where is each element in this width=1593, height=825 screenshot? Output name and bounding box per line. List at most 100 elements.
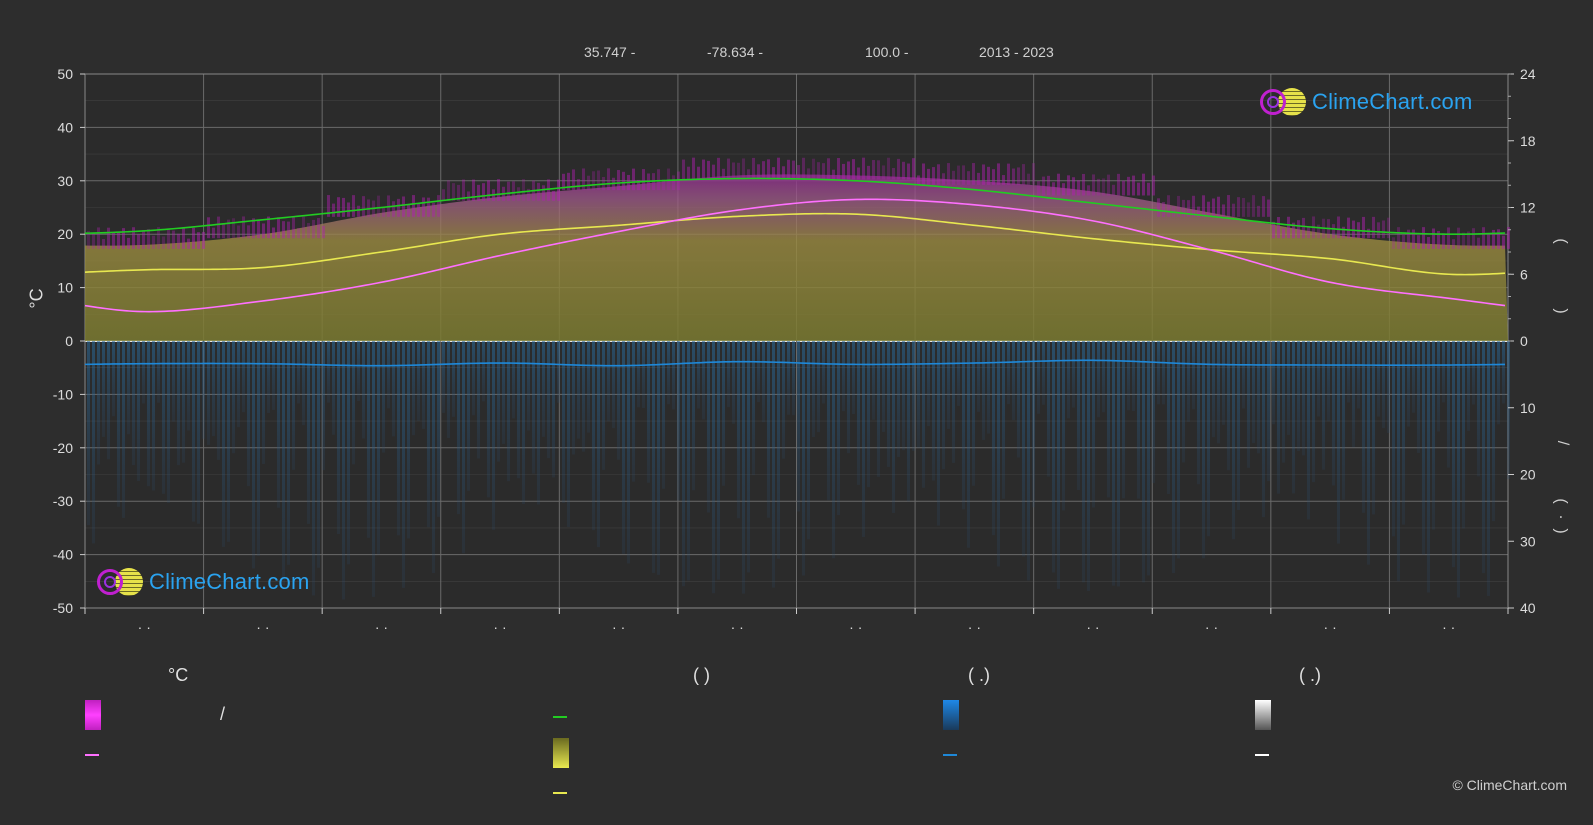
legend-temp-range-text: / xyxy=(220,704,226,724)
rain-bar xyxy=(222,341,225,547)
rain-bar xyxy=(1022,341,1025,557)
temp-max-bar xyxy=(427,197,430,217)
rain-bar xyxy=(1487,341,1490,596)
rain-bar xyxy=(1102,341,1105,413)
rain-bar xyxy=(172,341,175,422)
temp-max-bar xyxy=(1012,168,1015,185)
temp-max-bar xyxy=(462,179,465,201)
temp-max-bar xyxy=(347,202,350,217)
rain-bar xyxy=(237,341,240,428)
temp-max-bar xyxy=(802,157,805,180)
temp-max-bar xyxy=(867,165,870,180)
rain-bar xyxy=(1452,341,1455,568)
temp-max-bar xyxy=(1232,203,1235,217)
temp-max-bar xyxy=(1147,182,1150,196)
rain-bar xyxy=(1442,341,1445,403)
rain-bar xyxy=(1427,341,1430,593)
temp-max-bar xyxy=(1167,195,1170,217)
rain-bar xyxy=(1087,341,1090,591)
rain-bar xyxy=(127,341,130,435)
temp-max-bar xyxy=(1282,228,1285,239)
temp-max-bar xyxy=(1277,217,1280,239)
temp-max-bar xyxy=(1372,216,1375,239)
temp-max-bar xyxy=(607,168,610,191)
rain-bar xyxy=(297,341,300,404)
temp-max-bar xyxy=(182,227,185,249)
temp-max-bar xyxy=(577,179,580,191)
rain-bar xyxy=(1077,341,1080,491)
rain-bar xyxy=(372,341,375,597)
month-label: · · xyxy=(375,619,388,635)
rain-bar xyxy=(1417,341,1420,453)
rain-bar xyxy=(1152,341,1155,484)
legend-temp-range-swatch xyxy=(85,700,101,730)
rain-bar xyxy=(227,341,230,542)
rain-bar xyxy=(1392,341,1395,537)
temp-max-bar xyxy=(902,161,905,180)
temp-max-bar xyxy=(467,191,470,201)
rain-bar xyxy=(337,341,340,535)
logo-text: ClimeChart.com xyxy=(1312,89,1473,114)
temp-max-bar xyxy=(472,179,475,201)
temp-max-bar xyxy=(632,168,635,191)
climechart-logo-bottom[interactable]: ClimeChart.com xyxy=(97,568,310,596)
rain-bar xyxy=(717,341,720,580)
temp-max-bar xyxy=(1177,195,1180,217)
temp-max-bar xyxy=(752,157,755,180)
temp-max-bar xyxy=(1447,227,1450,249)
rain-bar xyxy=(932,341,935,481)
rain-bar xyxy=(202,341,205,439)
rain-bar xyxy=(667,341,670,405)
rain-bar xyxy=(192,341,195,522)
temp-max-bar xyxy=(922,163,925,185)
right-tick-label: 18 xyxy=(1520,133,1536,149)
temp-max-bar xyxy=(1222,204,1225,217)
rain-bar xyxy=(917,341,920,448)
rain-bar xyxy=(702,341,705,420)
temp-max-bar xyxy=(1497,229,1500,249)
rain-bar xyxy=(497,341,500,462)
rain-bar xyxy=(92,341,95,544)
rain-bar xyxy=(1497,341,1500,425)
month-label: · · xyxy=(968,619,981,635)
rain-bar xyxy=(1292,341,1295,494)
rain-bar xyxy=(1177,341,1180,559)
temp-max-bar xyxy=(162,236,165,249)
temp-max-bar xyxy=(282,221,285,239)
rain-bar xyxy=(1202,341,1205,559)
temp-max-bar xyxy=(1137,182,1140,196)
left-axis-title: °C xyxy=(26,288,47,309)
left-tick-label: -40 xyxy=(53,547,73,563)
left-tick-label: -10 xyxy=(53,386,73,402)
temp-max-bar xyxy=(97,227,100,249)
temp-max-bar xyxy=(987,166,990,185)
rain-bar xyxy=(967,341,970,548)
rain-bar xyxy=(1007,341,1010,405)
climechart-logo-top[interactable]: ClimeChart.com xyxy=(1260,88,1473,116)
temp-max-bar xyxy=(112,232,115,249)
temp-max-bar xyxy=(187,238,190,249)
rain-bar xyxy=(317,341,320,568)
month-label: · · xyxy=(1205,619,1218,635)
rain-bar xyxy=(722,341,725,486)
temp-max-bar xyxy=(332,203,335,217)
temp-max-bar xyxy=(882,165,885,180)
rain-bar xyxy=(1332,341,1335,486)
temp-max-bar xyxy=(597,170,600,191)
temp-max-bar xyxy=(127,237,130,249)
rain-bar xyxy=(1227,341,1230,471)
rain-bar xyxy=(1182,341,1185,463)
rain-bar xyxy=(647,341,650,483)
rain-bar xyxy=(1122,341,1125,499)
temp-max-bar xyxy=(542,185,545,201)
rain-bar xyxy=(132,341,135,466)
temp-max-bar xyxy=(927,168,930,185)
rain-bar xyxy=(97,341,100,465)
rain-bar xyxy=(367,341,370,538)
temp-max-bar xyxy=(167,228,170,249)
rain-bar xyxy=(1072,341,1075,408)
temp-max-bar xyxy=(1212,198,1215,217)
temp-max-bar xyxy=(1132,175,1135,196)
temp-max-bar xyxy=(1427,237,1430,249)
rain-bar xyxy=(1107,341,1110,498)
